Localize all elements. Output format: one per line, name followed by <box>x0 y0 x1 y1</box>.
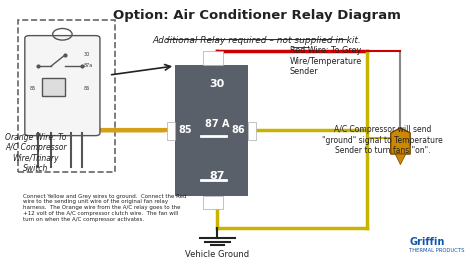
Bar <box>175 65 248 196</box>
Text: Red Wire: To Grey
Wire/Temperature
Sender: Red Wire: To Grey Wire/Temperature Sende… <box>290 46 362 76</box>
Text: 87a: 87a <box>83 63 93 68</box>
Bar <box>203 51 223 65</box>
Text: Griffin: Griffin <box>409 237 445 247</box>
Bar <box>43 78 64 96</box>
Text: Orange Wire: To
A/C Compressor
Wire/Trinary
Switch: Orange Wire: To A/C Compressor Wire/Trin… <box>5 133 67 173</box>
Text: 85: 85 <box>179 125 192 135</box>
FancyBboxPatch shape <box>25 36 100 136</box>
Bar <box>248 122 256 140</box>
Polygon shape <box>395 154 406 165</box>
Text: Option: Air Conditioner Relay Diagram: Option: Air Conditioner Relay Diagram <box>113 9 401 22</box>
Text: 87 A: 87 A <box>205 119 229 129</box>
Bar <box>203 196 223 209</box>
Text: Vehicle Ground: Vehicle Ground <box>185 250 249 259</box>
Polygon shape <box>391 128 410 154</box>
Text: Connect Yellow and Grey wires to ground.  Connect the Red
wire to the sending un: Connect Yellow and Grey wires to ground.… <box>23 194 186 222</box>
Bar <box>167 122 175 140</box>
Text: 86: 86 <box>231 125 245 135</box>
Text: THERMAL PRODUCTS: THERMAL PRODUCTS <box>409 248 465 253</box>
Text: 30: 30 <box>83 52 90 57</box>
Text: 30: 30 <box>210 79 225 89</box>
Text: 85: 85 <box>29 86 36 91</box>
Text: A/C Compressor will send
"ground" signal to Temperature
Sender to turn fans "on": A/C Compressor will send "ground" signal… <box>322 125 443 155</box>
Text: 86: 86 <box>83 86 90 91</box>
Text: Additional Relay required – not supplied in kit.: Additional Relay required – not supplied… <box>153 36 361 45</box>
Text: 87: 87 <box>210 171 225 181</box>
